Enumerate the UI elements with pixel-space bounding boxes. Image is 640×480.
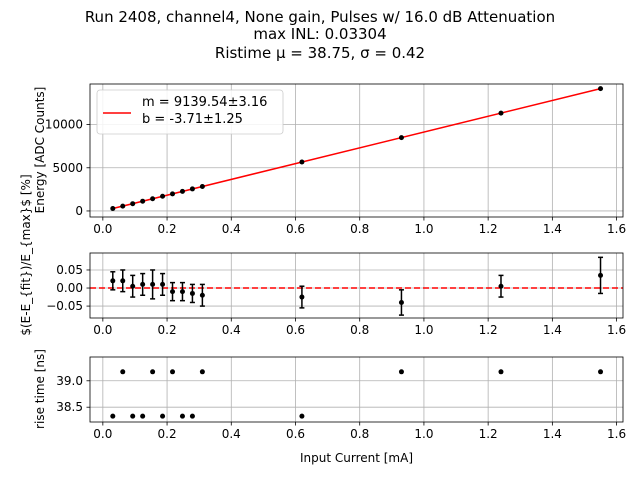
data-point <box>150 369 156 375</box>
data-point <box>498 369 504 375</box>
legend-entry: b = -3.71±1.25 <box>142 112 243 127</box>
data-point <box>398 299 404 305</box>
data-point <box>170 369 176 375</box>
data-point <box>140 281 146 287</box>
x-tick-label: 0.4 <box>222 427 241 441</box>
x-tick-label: 1.2 <box>479 222 498 236</box>
title-line-1: Run 2408, channel4, None gain, Pulses w/… <box>85 8 555 26</box>
data-point <box>189 413 195 419</box>
axes-frame <box>89 252 624 319</box>
data-point <box>498 110 504 116</box>
data-point <box>140 198 146 204</box>
data-point <box>110 413 116 419</box>
data-point <box>598 369 604 375</box>
energy-panel: 0.0 0.2 0.4 0.6 0.8 1.0 1.2 1.4 1.6 0 5000 10000Ene… <box>33 83 626 236</box>
y-tick-label: 10000 <box>45 118 83 132</box>
data-point <box>170 191 176 197</box>
data-point <box>130 413 136 419</box>
y-tick-label: 0 <box>75 204 83 218</box>
legend-entry: m = 9139.54±3.16 <box>142 95 267 110</box>
x-tick-label: 0.6 <box>286 222 305 236</box>
x-tick-label: 1.6 <box>607 323 626 337</box>
data-point <box>110 278 116 284</box>
data-point <box>199 292 205 298</box>
x-tick-label: 0.2 <box>158 427 177 441</box>
title-line-2: max INL: 0.03304 <box>253 25 386 43</box>
x-tick-label: 0.4 <box>222 323 241 337</box>
x-tick-label: 1.0 <box>414 222 433 236</box>
x-tick-label: 0.6 <box>286 427 305 441</box>
x-tick-label: 1.0 <box>414 323 433 337</box>
data-point <box>598 272 604 278</box>
data-point <box>189 186 195 192</box>
title-line-3: Ristime μ = 38.75, σ = 0.42 <box>215 44 425 62</box>
x-tick-label: 0.4 <box>222 222 241 236</box>
data-point <box>150 281 156 287</box>
residual-panel: 0.0 0.2 0.4 0.6 0.8 1.0 1.2 1.4 1.6−0.050.000.05… <box>19 174 626 337</box>
data-point <box>140 413 146 419</box>
y-tick-label: 5000 <box>52 161 83 175</box>
x-tick-label: 1.0 <box>414 427 433 441</box>
x-tick-label: 1.4 <box>543 222 562 236</box>
x-tick-label: 0.8 <box>350 427 369 441</box>
data-point <box>120 278 126 284</box>
x-tick-label: 0.2 <box>158 222 177 236</box>
x-tick-label: 1.6 <box>607 222 626 236</box>
risetime-panel: 0.0 0.2 0.4 0.6 0.8 1.0 1.2 1.4 1.6 38.5 39.0 rise … <box>33 349 626 465</box>
y-tick-label: −0.05 <box>46 299 83 313</box>
data-point <box>179 289 185 295</box>
x-tick-label: 0.8 <box>350 323 369 337</box>
data-point <box>130 283 136 289</box>
data-point <box>130 201 136 207</box>
y-tick-label: 0.05 <box>56 263 83 277</box>
y-tick-label: 39.0 <box>56 374 83 388</box>
y-axis-label: rise time [ns] <box>33 349 47 429</box>
x-tick-label: 1.4 <box>543 323 562 337</box>
data-point <box>120 369 126 375</box>
data-point <box>179 188 185 194</box>
data-point <box>189 290 195 296</box>
data-point <box>170 289 176 295</box>
data-point <box>498 283 504 289</box>
figure-title: Run 2408, channel4, None gain, Pulses w/… <box>85 8 555 62</box>
x-tick-label: 1.6 <box>607 427 626 441</box>
x-tick-label: 0.0 <box>93 323 112 337</box>
data-point <box>299 413 305 419</box>
axes-frame <box>89 83 624 218</box>
data-point <box>120 203 126 209</box>
x-tick-label: 0.0 <box>93 222 112 236</box>
x-tick-label: 0.2 <box>158 323 177 337</box>
data-point <box>179 413 185 419</box>
data-point <box>150 196 156 202</box>
x-tick-label: 1.2 <box>479 323 498 337</box>
data-point <box>110 206 116 212</box>
data-point <box>398 135 404 141</box>
x-tick-label: 0.0 <box>93 427 112 441</box>
y-axis-label: Energy [ADC Counts] <box>33 87 47 214</box>
data-point <box>398 369 404 375</box>
y-tick-label: 0.00 <box>56 281 83 295</box>
data-point <box>160 281 166 287</box>
data-point <box>160 193 166 199</box>
x-tick-label: 1.4 <box>543 427 562 441</box>
data-point <box>598 86 604 92</box>
y-tick-label: 38.5 <box>56 400 83 414</box>
data-point <box>199 184 205 190</box>
x-tick-label: 0.6 <box>286 323 305 337</box>
legend: m = 9139.54±3.16 b = -3.71±1.25 <box>96 89 284 135</box>
data-point <box>199 369 205 375</box>
axes-frame <box>89 356 624 423</box>
x-tick-label: 0.8 <box>350 222 369 236</box>
y-axis-label: $(E-E_{fit})/E_{max}$ [%] <box>19 174 33 335</box>
data-point <box>299 159 305 165</box>
data-point <box>299 294 305 300</box>
x-axis-label: Input Current [mA] <box>300 451 413 465</box>
legend-box <box>96 89 284 135</box>
data-point <box>160 413 166 419</box>
x-tick-label: 1.2 <box>479 427 498 441</box>
